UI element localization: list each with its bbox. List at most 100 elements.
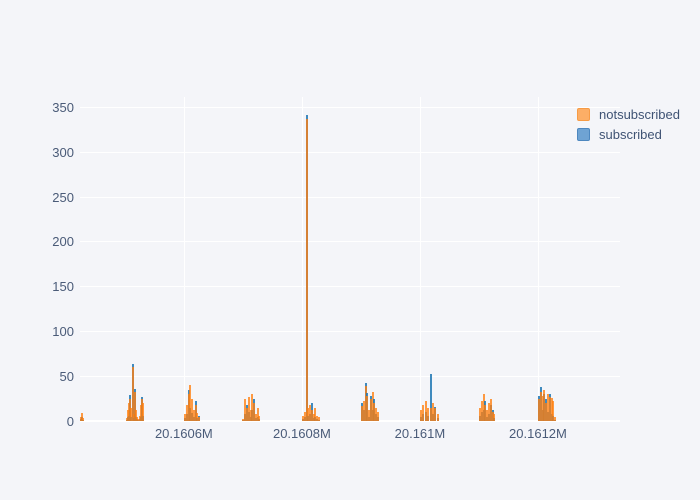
x-tick-label: 20.161M bbox=[394, 426, 446, 441]
histogram-bar-notsubscribed bbox=[130, 408, 132, 421]
histogram-bar-notsubscribed bbox=[316, 415, 318, 421]
y-tick-label: 350 bbox=[52, 99, 74, 115]
histogram-bar-notsubscribed bbox=[257, 408, 259, 421]
histogram-bar-notsubscribed bbox=[420, 410, 422, 421]
y-tick-label: 150 bbox=[52, 279, 74, 295]
histogram-bar-notsubscribed bbox=[189, 385, 191, 421]
legend-label-subscribed: subscribed bbox=[599, 126, 662, 142]
histogram-bar-notsubscribed bbox=[549, 396, 551, 421]
histogram-bar-notsubscribed bbox=[81, 412, 83, 421]
legend: notsubscribed subscribed bbox=[577, 104, 680, 144]
gridline-y-150 bbox=[80, 286, 620, 288]
histogram-bar-notsubscribed bbox=[554, 417, 556, 421]
legend-label-notsubscribed: notsubscribed bbox=[599, 106, 680, 122]
gridline-y-50 bbox=[80, 376, 620, 378]
gridline-x-20.1612M bbox=[537, 97, 539, 421]
histogram-bar-notsubscribed bbox=[547, 394, 549, 421]
y-tick-label: 300 bbox=[52, 144, 74, 160]
x-tick-label: 20.1608M bbox=[272, 426, 331, 441]
gridline-y-0 bbox=[80, 420, 620, 422]
gridline-y-100 bbox=[80, 331, 620, 333]
histogram-bar-notsubscribed bbox=[242, 419, 244, 421]
histogram-bar-notsubscribed bbox=[304, 412, 306, 421]
histogram-bar-notsubscribed bbox=[361, 405, 363, 421]
y-tick-label: 200 bbox=[52, 234, 74, 250]
y-tick-label: 100 bbox=[52, 324, 74, 340]
histogram-bar-notsubscribed bbox=[540, 392, 542, 421]
x-tick-label: 20.1606M bbox=[154, 426, 213, 441]
histogram-bar-notsubscribed bbox=[318, 417, 320, 421]
gridline-x-20.1608M bbox=[301, 97, 303, 421]
histogram-bar-notsubscribed bbox=[306, 118, 308, 421]
gridline-y-200 bbox=[80, 241, 620, 243]
histogram-bar-notsubscribed bbox=[246, 407, 248, 421]
histogram-bar-notsubscribed bbox=[375, 407, 377, 421]
legend-swatch-subscribed-icon bbox=[577, 127, 590, 141]
gridline-y-250 bbox=[80, 196, 620, 198]
histogram-bar-notsubscribed bbox=[248, 396, 250, 421]
histogram-bar-notsubscribed bbox=[136, 416, 138, 421]
histogram-bar-notsubscribed bbox=[135, 410, 137, 421]
histogram-bar-notsubscribed bbox=[545, 403, 547, 421]
legend-item-subscribed[interactable]: subscribed bbox=[577, 124, 680, 144]
histogram-bar-notsubscribed bbox=[363, 401, 365, 421]
histogram-bar-notsubscribed bbox=[488, 403, 490, 421]
histogram-bar-notsubscribed bbox=[377, 412, 379, 421]
histogram-bar-notsubscribed bbox=[479, 408, 481, 421]
histogram-bar-notsubscribed bbox=[490, 398, 492, 421]
histogram-bar-notsubscribed bbox=[251, 394, 253, 421]
y-tick-label: 0 bbox=[66, 414, 74, 429]
histogram-bar-notsubscribed bbox=[538, 398, 540, 421]
histogram-bar-notsubscribed bbox=[137, 419, 139, 421]
histogram-bar-notsubscribed bbox=[82, 418, 84, 421]
histogram-bar-notsubscribed bbox=[543, 389, 545, 421]
histogram-bar-notsubscribed bbox=[484, 404, 486, 421]
histogram-bar-notsubscribed bbox=[198, 416, 200, 421]
histogram-bar-notsubscribed bbox=[552, 401, 554, 421]
y-tick-label: 250 bbox=[52, 189, 74, 205]
histogram-bar-notsubscribed bbox=[196, 412, 198, 421]
histogram-bar-notsubscribed bbox=[193, 410, 195, 421]
histogram-bar-notsubscribed bbox=[422, 404, 424, 421]
gridline-y-300 bbox=[80, 151, 620, 153]
histogram-bar-notsubscribed bbox=[134, 392, 136, 421]
histogram-bar-notsubscribed bbox=[430, 408, 432, 421]
histogram-bar-notsubscribed bbox=[368, 410, 370, 421]
histogram-bar-notsubscribed bbox=[493, 413, 495, 421]
histogram-bar-notsubscribed bbox=[142, 403, 144, 421]
histogram-bar-notsubscribed bbox=[311, 410, 313, 421]
histogram-bar-notsubscribed bbox=[434, 408, 436, 421]
histogram-bar-notsubscribed bbox=[255, 413, 257, 421]
gridline-x-20.1606M bbox=[183, 97, 185, 421]
histogram-bar-notsubscribed bbox=[302, 415, 304, 421]
histogram-bar-notsubscribed bbox=[427, 407, 429, 421]
histogram-bar-notsubscribed bbox=[244, 398, 246, 421]
histogram-bar-notsubscribed bbox=[195, 404, 197, 421]
histogram-bar-notsubscribed bbox=[366, 395, 368, 421]
histogram-bar-notsubscribed bbox=[132, 367, 134, 421]
histogram-bar-notsubscribed bbox=[253, 403, 255, 421]
legend-item-notsubscribed[interactable]: notsubscribed bbox=[577, 104, 680, 124]
histogram-bar-notsubscribed bbox=[307, 407, 309, 421]
histogram-bar-notsubscribed bbox=[481, 401, 483, 421]
histogram-bar-notsubscribed bbox=[370, 398, 372, 421]
histogram-bar-notsubscribed bbox=[309, 404, 311, 421]
x-tick-label: 20.1612M bbox=[509, 426, 567, 441]
histogram-bar-subscribed bbox=[430, 374, 432, 421]
histogram-bar-notsubscribed bbox=[425, 401, 427, 421]
legend-swatch-notsubscribed-icon bbox=[577, 107, 590, 121]
histogram-bar-notsubscribed bbox=[191, 398, 193, 421]
histogram-bar-notsubscribed bbox=[437, 413, 439, 421]
histogram-bar-notsubscribed bbox=[184, 413, 186, 421]
histogram-bar-notsubscribed bbox=[373, 403, 375, 421]
gridline-x-20.161M bbox=[419, 97, 421, 421]
histogram-bar-notsubscribed bbox=[314, 408, 316, 421]
histogram-bar-notsubscribed bbox=[258, 415, 260, 421]
gridline-y-350 bbox=[80, 106, 620, 108]
histogram-bar-notsubscribed bbox=[432, 403, 434, 421]
histogram-bar-notsubscribed bbox=[186, 404, 188, 421]
y-tick-label: 50 bbox=[59, 369, 74, 385]
histogram-bar-notsubscribed bbox=[486, 410, 488, 421]
